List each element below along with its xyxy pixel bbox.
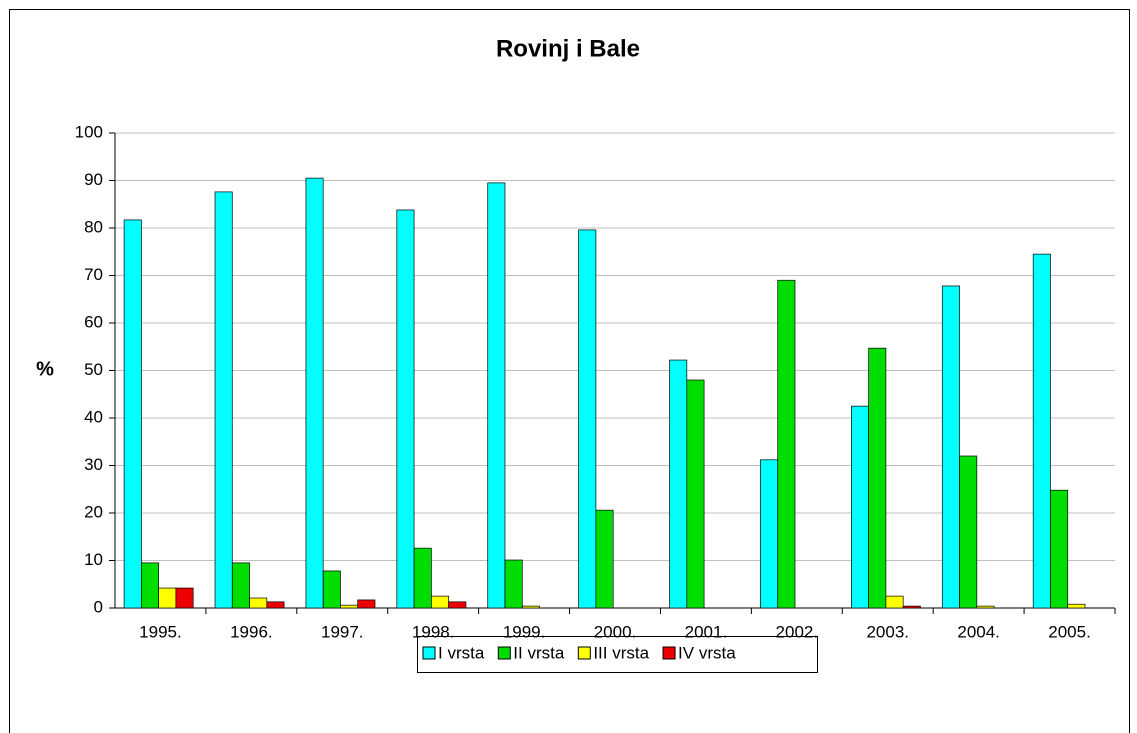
bar — [1067, 603, 1086, 609]
x-tick-label: 1999. — [503, 622, 546, 641]
y-tick-label: 90 — [84, 170, 103, 189]
bar — [448, 601, 467, 609]
bar — [941, 285, 960, 609]
bar — [976, 605, 995, 609]
x-tick-label: 2005. — [1048, 622, 1091, 641]
bar — [214, 191, 233, 609]
bar — [595, 509, 614, 609]
bar — [305, 177, 324, 609]
bar — [959, 455, 978, 609]
bar — [777, 279, 796, 609]
legend-box — [417, 636, 818, 673]
legend-swatch — [422, 646, 436, 660]
bar — [686, 379, 705, 609]
bar — [487, 182, 506, 609]
y-tick-label: 40 — [84, 407, 103, 426]
x-tick-label: 2000. — [594, 622, 637, 641]
y-tick-label: 30 — [84, 455, 103, 474]
bar — [885, 595, 904, 609]
legend-swatch — [662, 646, 676, 660]
bar — [431, 595, 449, 609]
bar — [231, 562, 250, 609]
bar — [521, 605, 540, 609]
bar — [851, 405, 869, 609]
bar — [158, 587, 177, 609]
bar — [504, 559, 523, 609]
bar — [1032, 253, 1051, 609]
y-tick-label: 20 — [84, 502, 103, 521]
y-tick-label: 70 — [84, 265, 103, 284]
bar — [249, 597, 268, 609]
legend-label: I vrsta — [438, 643, 485, 662]
y-tick-label: 50 — [84, 360, 103, 379]
bar — [669, 359, 688, 609]
x-tick-label: 1996. — [230, 622, 273, 641]
chart-title: Rovinj i Bale — [496, 35, 640, 62]
y-tick-label: 10 — [84, 550, 103, 569]
legend-swatch — [577, 646, 591, 660]
x-tick-label: 1998. — [412, 622, 455, 641]
x-tick-label: 2003. — [866, 622, 909, 641]
x-tick-label: 2002. — [776, 622, 819, 641]
bar — [266, 601, 285, 609]
y-axis-label: % — [36, 358, 54, 380]
legend-label: IV vrsta — [678, 643, 736, 662]
y-tick-label: 0 — [94, 597, 103, 616]
legend-label: III vrsta — [593, 643, 649, 662]
bar — [322, 570, 341, 609]
bar — [413, 547, 432, 609]
bar — [902, 605, 921, 609]
bar — [123, 219, 142, 609]
bar — [141, 562, 159, 609]
x-tick-label: 2004. — [957, 622, 1000, 641]
x-tick-label: 1995. — [139, 622, 182, 641]
bar — [175, 587, 194, 609]
y-tick-label: 60 — [84, 312, 103, 331]
x-tick-label: 1997. — [321, 622, 364, 641]
bar — [760, 459, 779, 609]
y-tick-label: 100 — [75, 122, 103, 141]
bar — [868, 347, 887, 609]
x-tick-label: 2001. — [685, 622, 728, 641]
legend-label: II vrsta — [513, 643, 565, 662]
legend-swatch — [497, 646, 511, 660]
bar — [396, 209, 415, 609]
bar — [1050, 489, 1069, 609]
bar — [578, 229, 597, 609]
y-tick-label: 80 — [84, 217, 103, 236]
bar — [340, 604, 359, 609]
bar — [357, 599, 376, 609]
